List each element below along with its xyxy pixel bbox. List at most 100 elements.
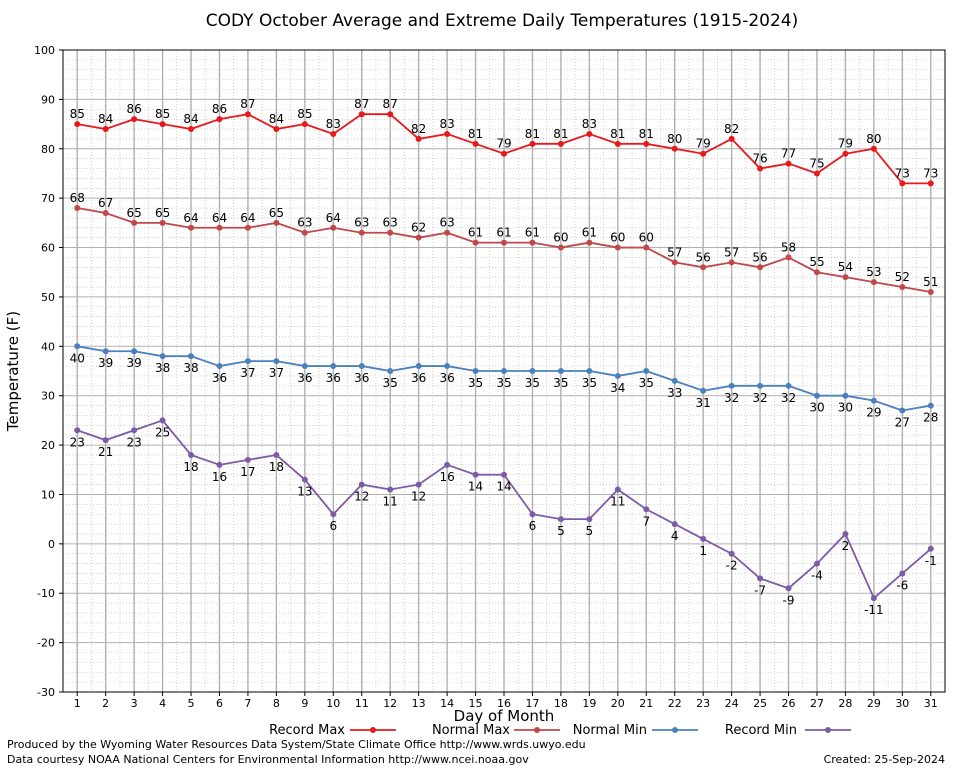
data-label: 75 — [809, 156, 824, 170]
data-point — [700, 387, 707, 394]
data-point — [472, 368, 479, 374]
data-point — [330, 511, 337, 518]
data-point — [387, 229, 394, 236]
x-tick-label: 21 — [639, 697, 653, 710]
data-point — [415, 363, 422, 370]
data-label: 1 — [699, 544, 707, 558]
data-label: 60 — [610, 231, 625, 245]
data-label: 21 — [98, 445, 113, 459]
data-label: 65 — [126, 206, 141, 220]
data-point — [643, 368, 650, 374]
data-label: 57 — [724, 245, 739, 259]
data-point — [188, 353, 195, 360]
data-label: 13 — [297, 485, 312, 499]
data-label: 77 — [781, 147, 796, 161]
data-point — [159, 417, 166, 424]
data-label: 18 — [183, 460, 198, 474]
data-point — [74, 205, 81, 212]
data-point — [102, 209, 109, 216]
data-point — [728, 550, 735, 557]
x-tick-label: 2 — [102, 697, 109, 710]
data-label: 81 — [639, 127, 654, 141]
data-point — [387, 368, 394, 374]
data-label: 85 — [155, 107, 170, 121]
data-label: 60 — [553, 231, 568, 245]
data-label: 64 — [326, 211, 341, 225]
data-point — [244, 111, 251, 118]
data-point — [842, 150, 849, 157]
data-label: 5 — [586, 524, 594, 538]
data-label: 79 — [496, 137, 511, 151]
data-label: 61 — [525, 226, 540, 240]
data-label: 55 — [809, 255, 824, 269]
series-record-min: 23 21 23 25 18 16 17 18 13 6 12 11 12 16 14 14 6 5 5 11 7 4 1 -… — [70, 417, 937, 617]
data-label: 11 — [383, 495, 398, 509]
data-label: 40 — [70, 351, 85, 365]
y-tick-label: 0 — [48, 538, 55, 551]
data-point — [472, 471, 479, 478]
data-point — [301, 229, 308, 236]
data-label: 64 — [183, 211, 198, 225]
data-label: 65 — [155, 206, 170, 220]
footer-data-courtesy: Data courtesy NOAA National Centers for … — [7, 753, 529, 766]
data-label: 56 — [752, 250, 767, 264]
data-point — [927, 288, 934, 295]
data-point — [728, 135, 735, 142]
data-point — [244, 358, 251, 365]
legend-swatch-marker — [672, 727, 678, 733]
data-point — [700, 150, 707, 157]
legend-swatch-marker — [825, 727, 831, 733]
data-label: 81 — [468, 127, 483, 141]
series-normal-min: 40 39 39 38 38 36 37 37 36 36 36 35 36 36 35 35 35 35 35 34… — [70, 343, 938, 430]
data-label: 63 — [297, 216, 312, 230]
data-label: 83 — [582, 117, 597, 131]
data-label: 73 — [923, 166, 938, 180]
data-point — [899, 284, 906, 291]
data-point — [614, 486, 621, 493]
data-label: 37 — [269, 366, 284, 380]
data-label: -1 — [925, 554, 937, 568]
data-point — [358, 229, 365, 236]
data-point — [216, 224, 223, 231]
data-point — [700, 535, 707, 542]
data-point — [529, 140, 536, 147]
x-tick-label: 9 — [301, 697, 308, 710]
data-point — [757, 165, 764, 172]
data-label: 68 — [70, 191, 85, 205]
data-label: 73 — [895, 166, 910, 180]
data-label: -11 — [864, 603, 884, 617]
x-tick-label: 24 — [725, 697, 739, 710]
data-point — [813, 392, 820, 399]
legend-label: Record Max — [269, 723, 345, 738]
data-point — [188, 224, 195, 231]
data-point — [586, 516, 593, 523]
data-label: 32 — [752, 391, 767, 405]
x-tick-label: 10 — [326, 697, 340, 710]
data-label: 87 — [240, 97, 255, 111]
data-label: -6 — [896, 578, 908, 592]
data-label: 51 — [923, 275, 938, 289]
x-tick-label: 17 — [525, 697, 539, 710]
data-point — [927, 402, 934, 409]
data-label: 35 — [553, 376, 568, 390]
y-tick-label: -20 — [37, 637, 55, 650]
x-tick-label: 13 — [412, 697, 426, 710]
legend-label: Normal Max — [432, 723, 510, 738]
data-label: 37 — [240, 366, 255, 380]
x-tick-label: 3 — [131, 697, 138, 710]
data-label: 38 — [155, 361, 170, 375]
data-point — [870, 397, 877, 404]
data-label: 35 — [496, 376, 511, 390]
data-label: 81 — [553, 127, 568, 141]
data-label: 61 — [496, 226, 511, 240]
data-label: 35 — [525, 376, 540, 390]
data-point — [358, 363, 365, 370]
series-record-max: 85 84 86 85 84 86 87 84 85 83 87 87 82 83 81 79 81 81 83 81… — [70, 97, 938, 187]
x-axis-title: Day of Month — [454, 707, 555, 725]
data-point — [842, 392, 849, 399]
data-label: 54 — [838, 260, 853, 274]
data-point — [842, 274, 849, 281]
x-tick-label: 11 — [355, 697, 369, 710]
legend-entry-record-min: Record Min — [725, 723, 851, 738]
data-point — [444, 229, 451, 236]
